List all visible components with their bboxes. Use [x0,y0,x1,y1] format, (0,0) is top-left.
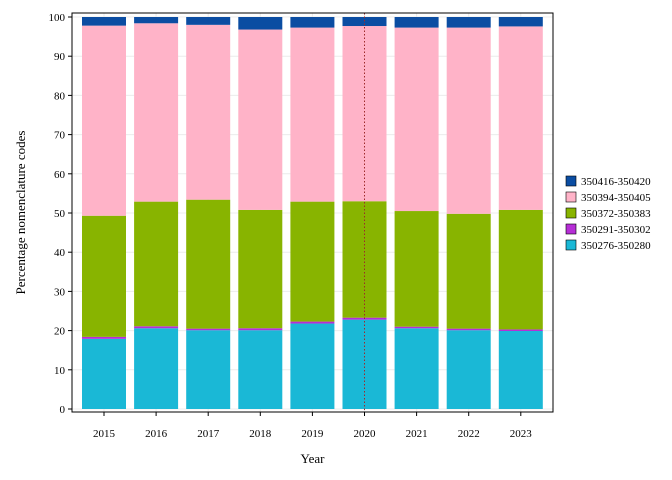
y-tick-label-50: 50 [54,208,66,220]
bar-segment-2018-350372-350383 [238,209,283,329]
bar-segment-2020-350416-350420 [342,17,387,27]
x-tick-label-2021: 2021 [406,428,428,440]
bar-segment-2021-350276-350280 [394,328,439,409]
bar-segment-2016-350291-350302 [134,326,179,329]
y-tick-label-10: 10 [54,365,66,377]
legend-swatch-350276-350280 [565,239,577,251]
bar-segment-2015-350276-350280 [82,338,126,409]
legend-label-350291-350302: 350291-350302 [581,224,651,236]
x-tick-label-2020: 2020 [354,428,377,440]
x-tick-label-2017: 2017 [197,428,220,440]
bar-segment-2017-350416-350420 [186,17,231,25]
bar-segment-2017-350276-350280 [186,330,231,409]
legend-swatch-350372-350383 [565,207,577,219]
bar-segment-2019-350394-350405 [290,27,335,202]
bar-segment-2019-350416-350420 [290,17,335,28]
bar-segment-2016-350276-350280 [134,328,179,409]
y-tick-label-90: 90 [54,51,66,63]
bar-segment-2019-350291-350302 [290,321,335,324]
x-tick-label-2023: 2023 [510,428,533,440]
bar-segment-2022-350276-350280 [446,330,491,409]
bar-segment-2015-350416-350420 [82,17,126,26]
y-tick-label-70: 70 [54,130,66,142]
bar-segment-2023-350372-350383 [498,209,543,330]
bar-segment-2019-350276-350280 [290,323,335,409]
bar-segment-2015-350291-350302 [82,336,126,339]
y-axis-title: Percentage nomenclature codes [13,131,28,295]
bar-segment-2021-350394-350405 [394,27,439,212]
bar-segment-2021-350372-350383 [394,211,439,327]
x-tick-label-2016: 2016 [145,428,168,440]
legend-swatch-350416-350420 [565,175,577,187]
bar-segment-2016-350372-350383 [134,201,179,327]
y-tick-label-30: 30 [54,286,66,298]
bar-segment-2022-350394-350405 [446,27,491,214]
x-axis-title: Year [301,451,326,466]
bar-segment-2022-350372-350383 [446,213,491,329]
bar-segment-2021-350416-350420 [394,17,439,28]
bar-segment-2023-350394-350405 [498,26,543,210]
y-tick-label-0: 0 [60,404,66,416]
legend-label-350276-350280: 350276-350280 [581,240,651,252]
y-axis: 0 10 20 30 40 50 60 70 80 90 100 [49,12,72,416]
x-tick-label-2015: 2015 [93,428,116,440]
legend-swatch-350291-350302 [565,223,577,235]
bar-segment-2016-350416-350420 [134,17,179,24]
x-tick-label-2019: 2019 [301,428,324,440]
bar-segment-2017-350372-350383 [186,199,231,329]
bar-segment-2017-350291-350302 [186,328,231,331]
bar-segment-2019-350372-350383 [290,201,335,322]
bar-segment-2018-350416-350420 [238,17,283,30]
legend-swatch-350394-350405 [565,191,577,203]
bar-segment-2021-350291-350302 [394,326,439,329]
bar-segment-2018-350394-350405 [238,29,283,210]
bar-segment-2015-350394-350405 [82,25,126,216]
legend-label-350416-350420: 350416-350420 [581,176,651,188]
legend-label-350372-350383: 350372-350383 [581,208,651,220]
bar-segment-2022-350291-350302 [446,328,491,331]
y-tick-label-60: 60 [54,169,66,181]
x-tick-label-2022: 2022 [458,428,480,440]
bar-segment-2016-350394-350405 [134,23,179,202]
bar-segment-2018-350276-350280 [238,330,283,409]
bar-series-group [82,17,543,409]
bar-segment-2023-350291-350302 [498,329,543,331]
bar-segment-2018-350291-350302 [238,328,283,331]
x-tick-label-2018: 2018 [249,428,272,440]
y-tick-label-80: 80 [54,90,66,102]
bar-segment-2023-350276-350280 [498,330,543,409]
bar-segment-2022-350416-350420 [446,17,491,28]
legend-label-350394-350405: 350394-350405 [581,192,651,204]
bar-segment-2023-350416-350420 [498,17,543,27]
legend: 350416-350420 350394-350405 350372-350383 3… [565,175,651,252]
x-axis: 2015 2016 2017 2018 2019 2020 2021 2022 2023 [93,412,532,440]
y-tick-label-40: 40 [54,247,66,259]
bar-segment-2017-350394-350405 [186,24,231,200]
y-tick-label-20: 20 [54,326,66,338]
bar-segment-2015-350372-350383 [82,215,126,337]
y-tick-label-100: 100 [49,12,66,24]
